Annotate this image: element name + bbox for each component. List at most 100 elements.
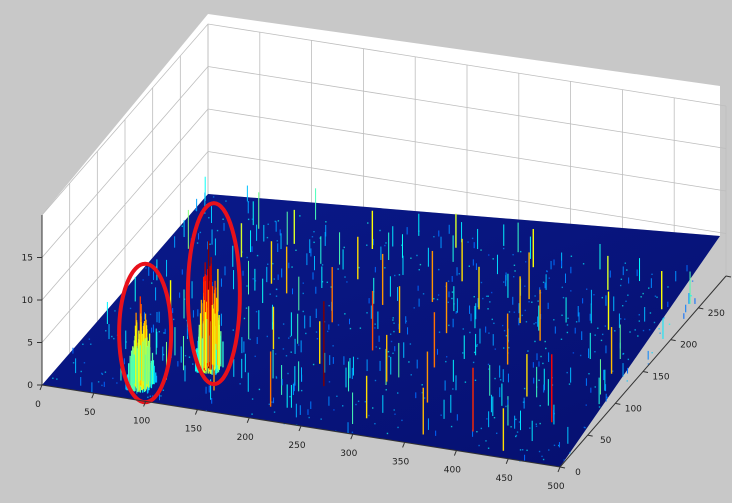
floor-texture-dot	[566, 324, 569, 326]
floor-texture-dot	[524, 309, 526, 312]
x-tick-label: 200	[237, 433, 254, 443]
x-tick	[143, 401, 147, 407]
x-tick-label: 450	[496, 474, 513, 484]
floor-texture-dot	[199, 231, 202, 234]
floor-texture-dot	[499, 379, 502, 381]
floor-texture-dot	[523, 387, 526, 390]
z-tick-label: 5	[27, 339, 33, 349]
floor-texture-dot	[364, 400, 367, 403]
floor-texture-dot	[502, 247, 505, 250]
floor-texture-dot	[188, 356, 191, 358]
floor-texture-dot	[480, 427, 483, 430]
floor-texture-dot	[569, 452, 571, 454]
floor-texture-dot	[433, 298, 435, 300]
floor-texture-dot	[561, 314, 563, 316]
floor-texture-dot	[267, 263, 269, 265]
floor-texture-dot	[476, 430, 478, 433]
floor-texture-dot	[319, 237, 321, 239]
y-tick-label: 250	[708, 309, 725, 319]
floor-texture-dot	[438, 268, 440, 271]
floor-texture-dot	[302, 282, 304, 284]
floor-texture-dot	[566, 331, 569, 334]
floor-texture-dot	[266, 335, 269, 338]
floor-texture-dot	[541, 455, 543, 458]
floor-texture-dot	[151, 395, 154, 397]
floor-texture-dot	[413, 307, 415, 309]
floor-texture-dot	[493, 416, 496, 419]
floor-texture-dot	[397, 392, 399, 394]
floor-texture-dot	[209, 243, 211, 245]
floor-texture-dot	[246, 256, 248, 259]
floor-texture-dot	[295, 249, 297, 252]
floor-texture-dot	[326, 281, 329, 283]
floor-texture-dot	[385, 242, 387, 244]
floor-texture-dot	[254, 280, 257, 282]
floor-texture-dot	[302, 310, 304, 313]
floor-texture-dot	[535, 425, 538, 427]
floor-texture-dot	[519, 250, 522, 253]
floor-texture-dot	[667, 286, 669, 288]
floor-texture-dot	[597, 327, 599, 329]
floor-texture-dot	[656, 296, 658, 298]
floor-texture-dot	[422, 293, 425, 295]
floor-texture-dot	[266, 236, 269, 239]
floor-texture-dot	[642, 292, 644, 295]
floor-texture-dot	[528, 301, 530, 303]
floor-texture-dot	[410, 374, 412, 376]
floor-texture-dot	[275, 295, 278, 297]
floor-texture-dot	[502, 347, 505, 349]
floor-texture-dot	[494, 377, 496, 380]
floor-texture-dot	[521, 314, 523, 317]
floor-texture-dot	[351, 431, 354, 434]
floor-texture-dot	[251, 398, 254, 400]
floor-texture-dot	[501, 324, 504, 327]
floor-texture-dot	[239, 383, 241, 385]
floor-texture-dot	[582, 263, 585, 265]
floor-texture-dot	[321, 281, 324, 283]
x-tick-label: 300	[340, 449, 357, 459]
floor-texture-dot	[625, 300, 627, 303]
floor-texture-dot	[379, 229, 381, 232]
z-tick-label: 0	[27, 381, 33, 391]
floor-texture-dot	[160, 395, 162, 397]
y-tick-label: 0	[575, 468, 581, 478]
floor-texture-dot	[531, 301, 533, 303]
floor-texture-dot	[515, 418, 517, 421]
x-tick	[246, 417, 250, 423]
floor-texture-dot	[410, 257, 412, 259]
floor-texture-dot	[275, 288, 278, 291]
floor-texture-dot	[308, 416, 310, 419]
floor-texture-dot	[514, 270, 516, 272]
floor-texture-dot	[535, 423, 537, 425]
floor-texture-dot	[668, 323, 671, 325]
floor-texture-dot	[482, 297, 484, 300]
floor-texture-dot	[409, 343, 412, 345]
floor-texture-dot	[480, 281, 483, 284]
floor-texture-dot	[626, 269, 628, 271]
x-tick-label: 100	[133, 416, 150, 426]
floor-texture-dot	[521, 449, 524, 451]
floor-texture-dot	[271, 401, 273, 403]
floor-texture-dot	[690, 295, 692, 297]
floor-texture-dot	[336, 395, 338, 397]
floor-texture-dot	[515, 435, 517, 438]
floor-texture-dot	[455, 312, 457, 314]
floor-texture-dot	[398, 274, 401, 276]
floor-texture-dot	[461, 352, 464, 354]
floor-texture-dot	[290, 351, 292, 353]
floor-texture-dot	[491, 318, 493, 321]
floor-texture-dot	[418, 269, 420, 271]
floor-texture-dot	[343, 246, 345, 249]
floor-texture-dot	[525, 321, 528, 323]
floor-texture-dot	[637, 335, 639, 337]
floor-texture-dot	[648, 329, 651, 331]
floor-texture-dot	[204, 212, 206, 214]
floor-texture-dot	[72, 362, 75, 364]
floor-texture-dot	[601, 333, 604, 336]
y-tick-label: 50	[600, 436, 612, 446]
floor-texture-dot	[181, 225, 183, 227]
floor-texture-dot	[488, 368, 490, 370]
floor-texture-dot	[327, 330, 329, 333]
